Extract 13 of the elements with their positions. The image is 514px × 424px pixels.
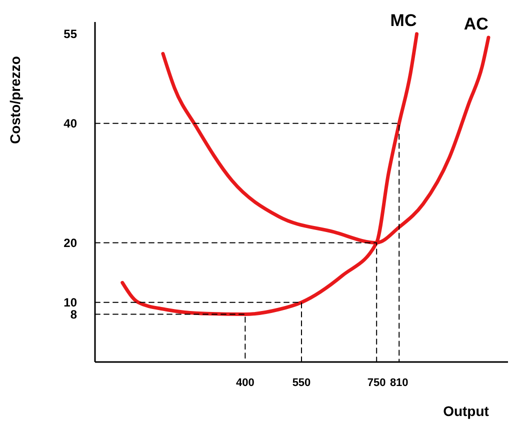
series-label: AC [464, 14, 488, 34]
x-tick-label: 400 [236, 377, 254, 389]
y-tick-label: 10 [64, 296, 78, 310]
series-label: MC [390, 10, 417, 30]
y-tick-label: 55 [64, 27, 78, 42]
x-tick-label: 810 [390, 377, 408, 389]
y-tick-label: 8 [70, 307, 78, 322]
y-axis-title: Costo/prezzo [7, 56, 23, 144]
x-tick-label: 550 [292, 377, 311, 389]
x-axis-title: Output [443, 403, 490, 419]
y-tick-label: 40 [64, 116, 78, 131]
x-tick-label: 750 [367, 377, 386, 389]
y-tick-label: 20 [64, 236, 78, 250]
